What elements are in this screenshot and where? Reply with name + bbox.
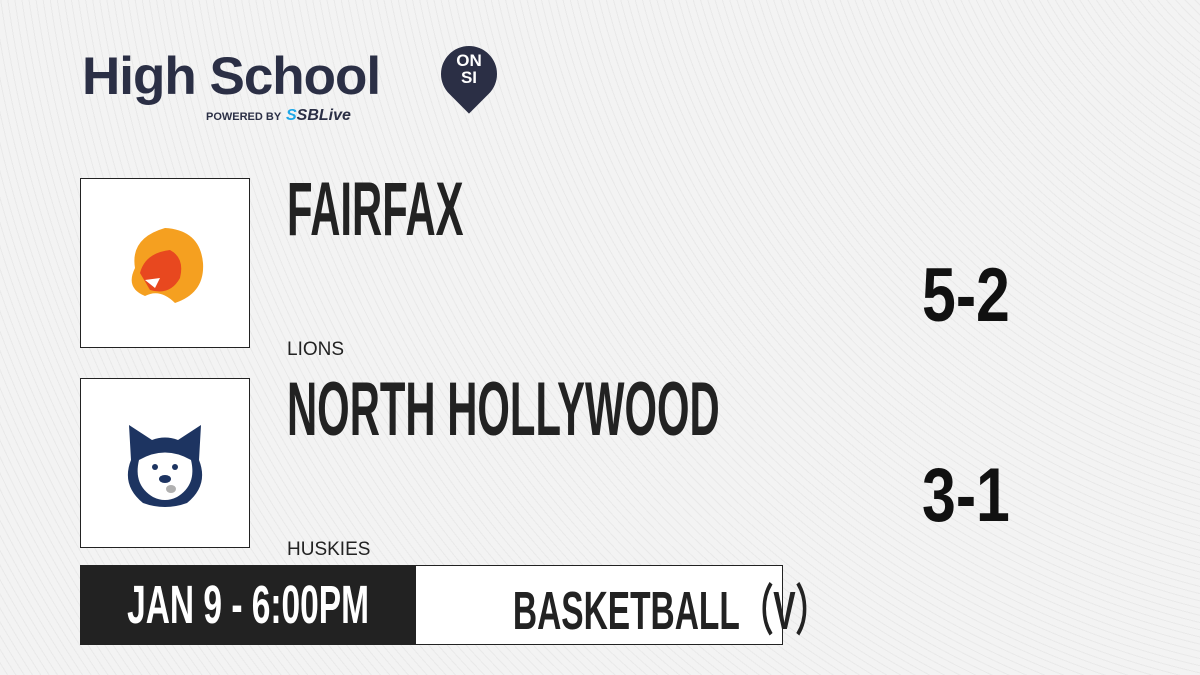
- team-name: FAIRFAX: [287, 167, 464, 252]
- game-sport: BASKETBALL（V）: [512, 580, 830, 641]
- on-si-badge: ON SI: [456, 51, 482, 87]
- team-record: 5-2: [922, 253, 1010, 338]
- team-logo-north-hollywood: [80, 378, 250, 548]
- powered-by-label: POWERED BY: [206, 111, 282, 123]
- team-mascot: LIONS: [287, 339, 345, 360]
- team-record: 3-1: [922, 453, 1010, 538]
- lion-icon: [131, 228, 204, 303]
- game-info-bar: JAN 9 - 6:00PM BASKETBALL（V）: [80, 565, 829, 645]
- team-mascot: HUSKIES: [287, 539, 371, 560]
- team-name: NORTH HOLLYWOOD: [287, 367, 720, 452]
- team-logo-fairfax: [80, 178, 250, 348]
- sblive-logo: SSBLive: [286, 107, 351, 124]
- husky-icon: [127, 425, 203, 507]
- game-datetime: JAN 9 - 6:00PM: [81, 566, 416, 644]
- brand-title: High School: [82, 47, 381, 106]
